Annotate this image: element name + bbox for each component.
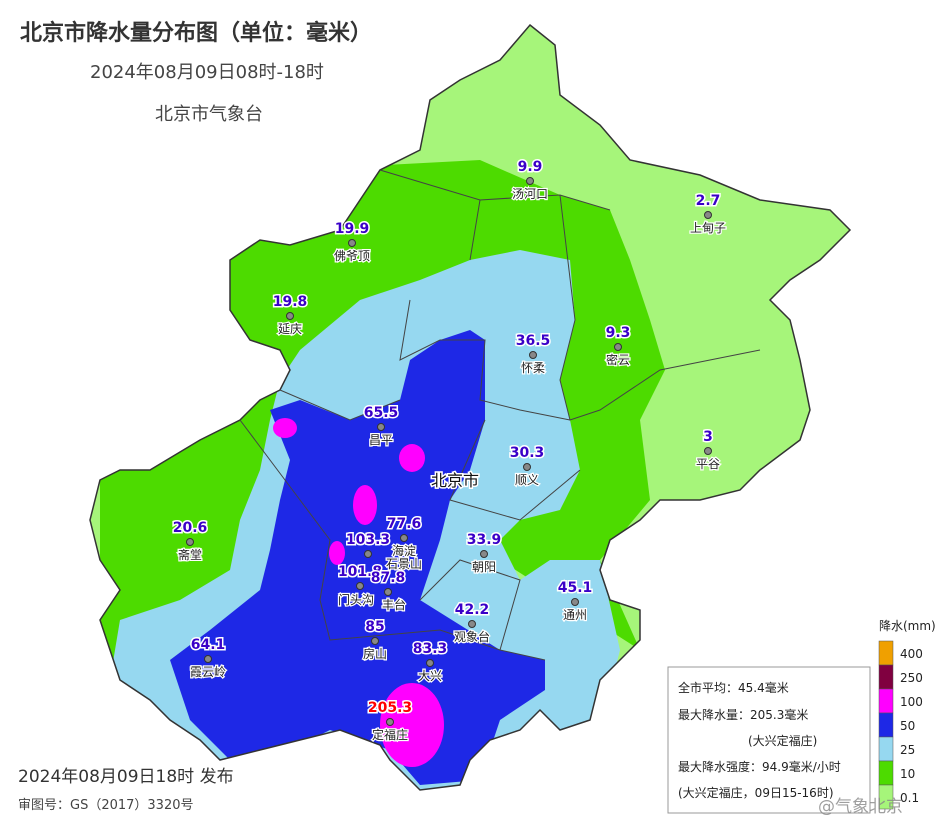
station-name: 霞云岭 (190, 665, 226, 679)
legend-label: 0.1 (900, 791, 919, 805)
station-name: 房山 (363, 646, 387, 661)
station-dot (364, 550, 372, 558)
station-dot (523, 463, 531, 471)
legend-title: 降水(mm) (879, 619, 936, 633)
station-value: 33.9 (467, 532, 502, 548)
station-value: 45.1 (558, 580, 593, 596)
station-value: 101.8 (338, 564, 382, 580)
station-name: 门头沟 (338, 592, 374, 607)
station-dot (384, 588, 392, 596)
station-name: 石景山 (386, 557, 422, 571)
station-value: 205.3 (368, 700, 412, 716)
station-value: 20.6 (173, 520, 208, 536)
station-dot (186, 538, 194, 546)
station-value: 30.3 (510, 445, 545, 461)
station-name: 延庆 (278, 322, 302, 336)
station-dot (571, 598, 579, 606)
station-dot (529, 351, 537, 359)
legend-label: 10 (900, 767, 915, 781)
legend-swatch (878, 664, 894, 690)
station-value: 9.9 (518, 159, 543, 175)
station-name: 丰台 (382, 597, 406, 612)
station-dot (348, 239, 356, 247)
legend-swatch (878, 760, 894, 786)
station-dot (468, 620, 476, 628)
legend-swatch (878, 688, 894, 714)
summary-box (667, 666, 871, 814)
legend-swatch (878, 736, 894, 762)
station-value: 65.5 (364, 405, 399, 421)
station-name: 昌平 (369, 433, 393, 447)
city-border (89, 23, 852, 791)
station-name: 观象台 (454, 629, 490, 644)
station-value: 64.1 (191, 637, 226, 653)
station-dot (386, 718, 394, 726)
station-dot (356, 582, 364, 590)
title: 北京市降水量分布图（单位：毫米） (20, 20, 372, 46)
legend-swatch (878, 784, 894, 810)
period: 2024年08月09日08时-18时 (90, 62, 324, 83)
station-value: 19.9 (335, 221, 370, 237)
station-value: 77.6 (387, 516, 422, 532)
summary-line: (大兴定福庄) (748, 733, 817, 748)
summary-line: 最大降水量：205.3毫米 (678, 707, 808, 722)
station-name: 斋堂 (178, 547, 202, 562)
station-dot (614, 343, 622, 351)
station-dot (400, 534, 408, 542)
station-name: 海淀 (392, 543, 416, 558)
district-borders (239, 169, 761, 661)
station-value: 19.8 (273, 294, 308, 310)
summary-line: 全市平均：45.4毫米 (678, 680, 789, 695)
legend-label: 25 (900, 743, 915, 757)
station-name: 佛爷顶 (334, 249, 370, 263)
station-value: 9.3 (606, 325, 631, 341)
station-value: 85 (365, 619, 384, 635)
station-value: 42.2 (455, 602, 490, 618)
station-name: 顺义 (515, 473, 539, 487)
legend-label: 250 (900, 671, 923, 685)
legend-swatch (878, 712, 894, 738)
station-value: 87.8 (371, 570, 406, 586)
station-name: 上甸子 (690, 221, 726, 235)
station-dot (426, 659, 434, 667)
station-dot (371, 637, 379, 645)
station-dot (286, 312, 294, 320)
station-dot (704, 211, 712, 219)
station-name: 汤河口 (512, 187, 548, 201)
legend: 降水(mm) 400 250 100 50 25 10 0.1 (878, 619, 936, 810)
station-name: 怀柔 (521, 361, 545, 375)
station-value: 36.5 (516, 333, 551, 349)
approval: 审图号：GS（2017）3320号 (18, 798, 194, 813)
station-dot (204, 655, 212, 663)
legend-label: 50 (900, 719, 915, 733)
legend-label: 100 (900, 695, 923, 709)
summary-line: (大兴定福庄，09日15-16时) (678, 785, 834, 800)
station-name: 密云 (606, 352, 630, 367)
station-dot (704, 447, 712, 455)
legend-swatch (878, 640, 894, 666)
city-label: 北京市 (431, 471, 479, 490)
station-dot (526, 177, 534, 185)
station-dot (480, 550, 488, 558)
station-name: 定福庄 (372, 727, 408, 742)
summary-line: 最大降水强度：94.9毫米/小时 (678, 759, 841, 774)
station-name: 通州 (563, 608, 587, 622)
station-name: 平谷 (696, 457, 720, 471)
station-name: 朝阳 (472, 560, 496, 574)
stations: 9.9 汤河口 2.7 上甸子 19.9 佛爷顶 19.8 延庆 36.5 怀柔 9.3 密云 65.5… (171, 158, 727, 744)
station-value: 2.7 (696, 193, 721, 209)
issuer: 北京市气象台 (155, 104, 263, 125)
station-dot (377, 423, 385, 431)
station-value: 103.3 (346, 532, 390, 548)
watermark: @气象北京 (818, 797, 903, 817)
legend-label: 400 (900, 647, 923, 661)
release: 2024年08月09日18时 发布 (18, 767, 234, 787)
station-value: 3 (703, 429, 713, 445)
station-value: 83.3 (413, 641, 448, 657)
station-name: 大兴 (418, 669, 442, 683)
